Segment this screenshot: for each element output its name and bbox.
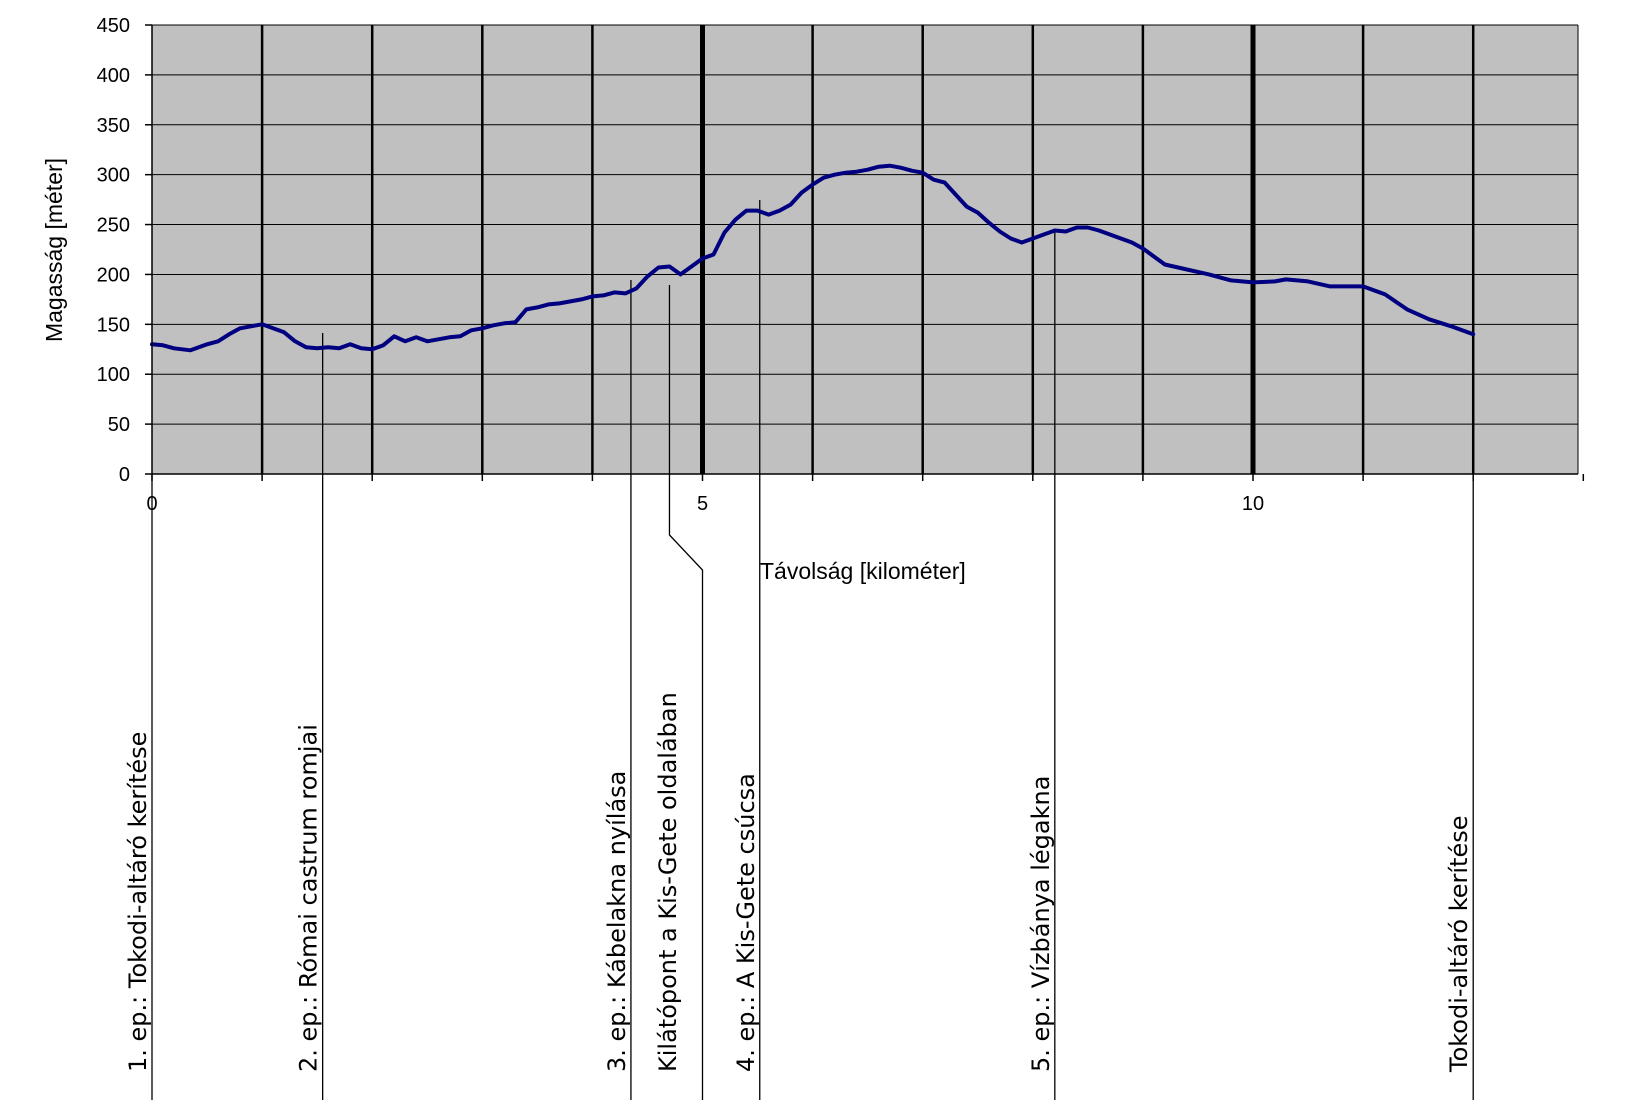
marker-label: Kilátópont a Kis-Gete oldalában (654, 692, 682, 1072)
y-tick-label: 150 (97, 314, 130, 336)
y-tick-label: 250 (97, 215, 130, 237)
y-axis-title: Magasság [méter] (41, 158, 67, 342)
marker-label: 4. ep.: A Kis-Gete csúcsa (732, 773, 760, 1072)
y-tick-label: 400 (97, 65, 130, 87)
x-tick-label: 0 (146, 493, 157, 515)
marker-label: 1. ep.: Tokodi-altáró kerítése (124, 732, 152, 1072)
marker-line (668, 285, 704, 1100)
y-tick-label: 300 (97, 165, 130, 187)
x-tick-label: 10 (1242, 493, 1264, 515)
marker-label: 3. ep.: Kábelakna nyílása (603, 771, 631, 1072)
x-axis-title: Távolság [kilométer] (760, 558, 966, 584)
y-tick-label: 350 (97, 115, 130, 137)
y-tick-label: 50 (108, 414, 130, 436)
x-tick-labels: 0 5 10 (146, 493, 1264, 515)
marker-label: 2. ep.: Római castrum romjai (295, 724, 323, 1072)
elevation-series-line (150, 163, 1476, 353)
marker-label: Tokodi-altáró kerítése (1445, 816, 1473, 1074)
plot-area (152, 25, 1578, 474)
marker-labels: 1. ep.: Tokodi-altáró kerítése 2. ep.: Ró… (124, 692, 1473, 1073)
marker-lines (151, 200, 1474, 1100)
y-tick-label: 0 (119, 464, 130, 486)
y-tick-labels: 0 50 100 150 200 250 300 350 400 450 (97, 15, 130, 486)
marker-label: 5. ep.: Vízbánya légakna (1027, 776, 1055, 1072)
y-tick-label: 100 (97, 364, 130, 386)
y-tick-label: 450 (97, 15, 130, 37)
y-tick-label: 200 (97, 264, 130, 286)
x-tick-label: 5 (697, 493, 708, 515)
axes (145, 24, 1585, 481)
